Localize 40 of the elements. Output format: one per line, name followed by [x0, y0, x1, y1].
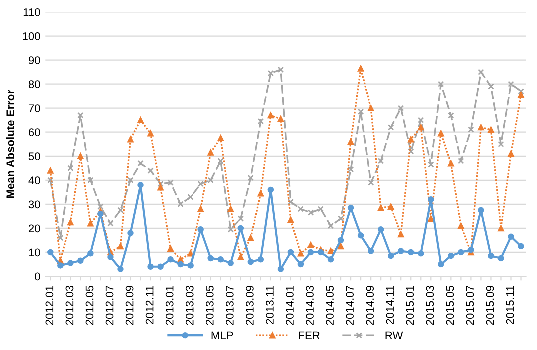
y-tick-label: 0 — [35, 272, 40, 281]
x-tick-label: 2015.09 — [486, 286, 494, 326]
y-tick-label: 70 — [28, 104, 40, 112]
x-tick-label: 2013.11 — [266, 286, 274, 324]
y-tick-label: 10 — [29, 248, 40, 257]
y-tick-label: 40 — [28, 176, 40, 185]
x-tick-label: 2012.11 — [146, 286, 154, 324]
x-tick-label: 2012.05 — [86, 286, 94, 326]
x-tick-label: 2013.01 — [166, 286, 174, 326]
x-tick-label: 2015.03 — [426, 286, 434, 326]
x-tick-label: 2015.07 — [466, 286, 474, 326]
y-tick-label: 60 — [28, 128, 40, 136]
x-tick-label: 2013.07 — [226, 286, 234, 326]
x-tick-label: 2013.09 — [246, 286, 254, 326]
x-tick-label: 2014.07 — [346, 286, 354, 326]
x-tick-label: 2012.07 — [106, 286, 114, 326]
y-tick-label: 30 — [28, 200, 40, 209]
x-tick-label: 2014.09 — [366, 286, 374, 326]
legend-label: MLP — [212, 332, 234, 340]
legend-label: FER — [299, 332, 320, 340]
x-tick-label: 2014.11 — [386, 286, 394, 324]
y-tick-label: 20 — [28, 224, 40, 233]
x-tick-label: 2012.01 — [46, 286, 54, 326]
x-tick-label: 2015.05 — [446, 286, 454, 326]
y-tick-label: 100 — [23, 32, 40, 40]
x-tick-label: 2013.03 — [186, 286, 194, 326]
legend-label: RW — [386, 332, 404, 340]
x-tick-label: 2014.03 — [306, 286, 314, 326]
y-tick-label: 90 — [28, 56, 40, 64]
x-tick-label: 2013.05 — [206, 286, 214, 326]
y-tick-label: 110 — [24, 8, 40, 16]
x-tick-label: 2012.03 — [66, 286, 74, 326]
y-axis-title: Mean Absolute Error — [6, 90, 14, 198]
x-tick-label: 2014.05 — [326, 286, 334, 326]
x-tick-label: 2015.01 — [406, 286, 414, 326]
x-tick-label: 2014.01 — [286, 286, 294, 326]
x-tick-label: 2015.11 — [506, 286, 514, 324]
y-tick-label: 80 — [28, 80, 40, 88]
y-tick-label: 50 — [28, 152, 40, 161]
x-tick-label: 2012.09 — [126, 286, 134, 326]
